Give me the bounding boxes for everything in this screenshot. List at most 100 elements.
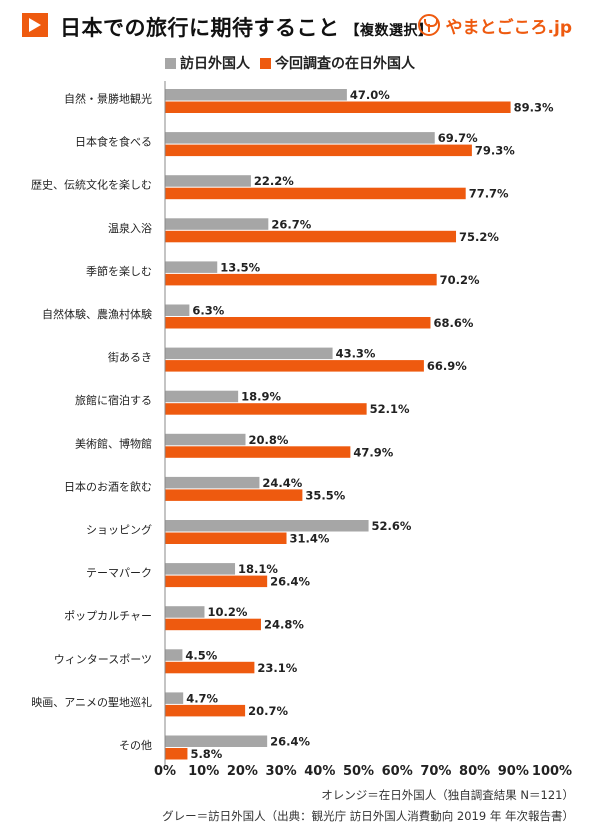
data-label: 79.3% bbox=[475, 144, 515, 158]
data-label: 13.5% bbox=[220, 260, 260, 274]
data-label: 69.7% bbox=[438, 131, 478, 145]
x-tick-label: 80% bbox=[459, 764, 490, 779]
bar-visitors bbox=[165, 649, 183, 661]
data-label: 52.1% bbox=[370, 402, 410, 416]
x-tick-label: 20% bbox=[227, 764, 258, 779]
bar-visitors bbox=[165, 218, 269, 230]
data-label: 77.7% bbox=[469, 187, 509, 201]
bar-visitors bbox=[165, 692, 184, 704]
data-label: 31.4% bbox=[290, 532, 330, 546]
footnote-orange: オレンジ＝在日外国人（独自調査結果 N＝121） bbox=[321, 788, 574, 802]
bar-residents bbox=[165, 748, 188, 760]
x-tick-label: 0% bbox=[154, 764, 176, 779]
brand-logo: やまとごころ.jp bbox=[417, 12, 572, 38]
legend-item-visitors: 訪日外国人 bbox=[165, 53, 250, 73]
data-label: 89.3% bbox=[514, 101, 554, 115]
bar-visitors bbox=[165, 563, 236, 575]
x-tick-label: 70% bbox=[420, 764, 451, 779]
data-label: 66.9% bbox=[427, 359, 467, 373]
data-label: 26.7% bbox=[271, 217, 311, 231]
category-label: 映画、アニメの聖地巡礼 bbox=[31, 695, 152, 709]
category-label: ポップカルチャー bbox=[64, 610, 152, 623]
legend-swatch-orange bbox=[260, 57, 271, 69]
x-tick-label: 30% bbox=[266, 764, 297, 779]
category-label: 旅館に宿泊する bbox=[75, 393, 152, 407]
chart-title: 日本での旅行に期待すること 【複数選択】 bbox=[60, 12, 433, 42]
bar-residents bbox=[165, 317, 431, 329]
data-label: 26.4% bbox=[270, 575, 310, 589]
title-main: 日本での旅行に期待すること bbox=[60, 16, 340, 40]
bar-residents bbox=[165, 144, 472, 157]
chart-legend: 訪日外国人 今回調査の在日外国人 bbox=[165, 52, 425, 74]
category-label: 歴史、伝統文化を楽しむ bbox=[31, 178, 152, 192]
data-label: 20.8% bbox=[248, 433, 288, 447]
bar-residents bbox=[165, 704, 246, 717]
bar-residents bbox=[165, 187, 466, 200]
bar-residents bbox=[165, 489, 303, 501]
bar-residents bbox=[165, 360, 424, 372]
bar-residents bbox=[165, 101, 511, 113]
data-label: 47.9% bbox=[353, 445, 393, 459]
data-label: 47.0% bbox=[350, 88, 390, 102]
data-label: 22.2% bbox=[254, 174, 294, 188]
category-label: 日本食を食べる bbox=[75, 135, 152, 149]
category-label: 自然・景勝地観光 bbox=[64, 92, 152, 106]
data-label: 35.5% bbox=[305, 488, 345, 502]
bar-residents bbox=[165, 575, 268, 588]
x-tick-label: 90% bbox=[498, 764, 529, 779]
bar-visitors bbox=[165, 304, 190, 316]
bar-visitors bbox=[165, 476, 260, 489]
category-label: ショッピング bbox=[86, 523, 152, 537]
data-label: 24.4% bbox=[262, 476, 302, 490]
bar-residents bbox=[165, 618, 261, 631]
data-label: 6.3% bbox=[192, 304, 224, 318]
category-label: その他 bbox=[119, 739, 152, 752]
bar-residents bbox=[165, 403, 367, 415]
x-tick-label: 100% bbox=[532, 764, 572, 779]
legend-swatch-gray bbox=[165, 57, 176, 69]
data-label: 52.6% bbox=[372, 519, 412, 533]
bar-visitors bbox=[165, 520, 369, 532]
chart-header: 日本での旅行に期待すること 【複数選択】 やまとごころ.jp bbox=[0, 0, 600, 50]
brand-name: やまとごころ.jp bbox=[445, 17, 572, 38]
yamatogokoro-logo-icon bbox=[417, 14, 440, 36]
data-label: 70.2% bbox=[440, 273, 480, 287]
data-label: 43.3% bbox=[336, 347, 376, 361]
data-label: 24.8% bbox=[264, 618, 304, 632]
bar-residents bbox=[165, 661, 255, 674]
bar-visitors bbox=[165, 132, 435, 144]
data-label: 18.9% bbox=[241, 390, 281, 404]
category-label: 美術館、博物館 bbox=[75, 436, 152, 450]
bar-visitors bbox=[165, 433, 246, 446]
category-label: 日本のお酒を飲む bbox=[64, 479, 152, 493]
data-label: 10.2% bbox=[207, 605, 247, 619]
data-label: 26.4% bbox=[270, 735, 310, 749]
category-label: 街あるき bbox=[108, 350, 152, 364]
bar-visitors bbox=[165, 89, 347, 101]
category-label: テーマパーク bbox=[86, 567, 152, 580]
bar-visitors bbox=[165, 606, 205, 618]
play-triangle-icon bbox=[22, 13, 48, 37]
data-label: 23.1% bbox=[257, 661, 297, 675]
x-tick-label: 60% bbox=[382, 764, 413, 779]
data-label: 5.8% bbox=[190, 747, 222, 761]
bar-visitors bbox=[165, 390, 239, 403]
legend-label-visitors: 訪日外国人 bbox=[180, 56, 250, 72]
bar-residents bbox=[165, 532, 287, 544]
data-label: 20.7% bbox=[248, 704, 288, 718]
footnotes: オレンジ＝在日外国人（独自調査結果 N＝121） グレー＝訪日外国人（出典：観光… bbox=[162, 785, 574, 827]
footnote-gray: グレー＝訪日外国人（出典：観光庁 訪日外国人消費動向 2019 年 年次報告書） bbox=[162, 809, 574, 823]
category-label: ウィンタースポーツ bbox=[54, 653, 152, 666]
bar-residents bbox=[165, 273, 437, 286]
data-label: 68.6% bbox=[433, 316, 473, 330]
bar-visitors bbox=[165, 347, 333, 360]
category-label: 季節を楽しむ bbox=[86, 264, 152, 278]
category-label: 温泉入浴 bbox=[108, 221, 152, 235]
legend-label-residents: 今回調査の在日外国人 bbox=[275, 56, 415, 72]
bar-residents bbox=[165, 230, 457, 243]
bar-visitors bbox=[165, 175, 251, 187]
data-label: 18.1% bbox=[238, 562, 278, 576]
data-label: 4.7% bbox=[186, 691, 218, 705]
bar-residents bbox=[165, 446, 351, 458]
data-label: 4.5% bbox=[185, 648, 217, 662]
